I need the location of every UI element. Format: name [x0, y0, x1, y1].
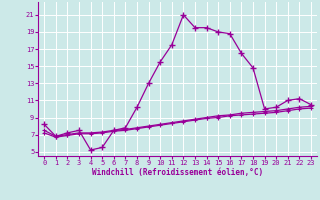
- X-axis label: Windchill (Refroidissement éolien,°C): Windchill (Refroidissement éolien,°C): [92, 168, 263, 177]
